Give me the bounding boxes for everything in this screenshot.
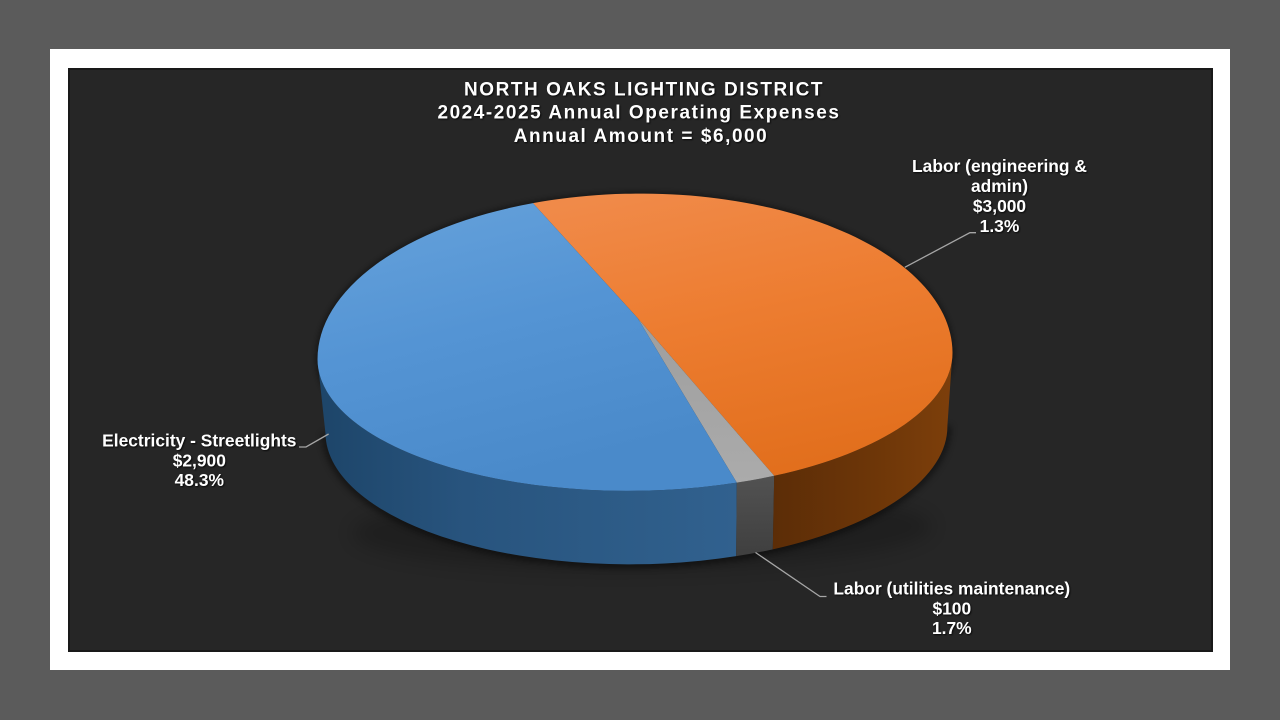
svg-text:Electricity - Streetlights: Electricity - Streetlights	[102, 430, 296, 450]
svg-text:1.7%: 1.7%	[932, 618, 972, 638]
svg-text:$100: $100	[932, 598, 971, 618]
svg-text:48.3%: 48.3%	[175, 470, 224, 490]
svg-text:admin): admin)	[971, 176, 1028, 196]
svg-text:Labor (engineering &: Labor (engineering &	[912, 156, 1087, 176]
svg-text:Annual Amount = $6,000: Annual Amount = $6,000	[514, 126, 769, 147]
svg-text:Labor (utilities maintenance): Labor (utilities maintenance)	[833, 579, 1070, 599]
svg-text:2024-2025 Annual Operating Exp: 2024-2025 Annual Operating Expenses	[437, 103, 840, 124]
svg-text:1.3%: 1.3%	[980, 216, 1020, 236]
svg-text:$3,000: $3,000	[973, 196, 1026, 216]
svg-text:$2,900: $2,900	[173, 450, 226, 470]
svg-text:NORTH OAKS LIGHTING DISTRICT: NORTH OAKS LIGHTING DISTRICT	[464, 79, 824, 100]
